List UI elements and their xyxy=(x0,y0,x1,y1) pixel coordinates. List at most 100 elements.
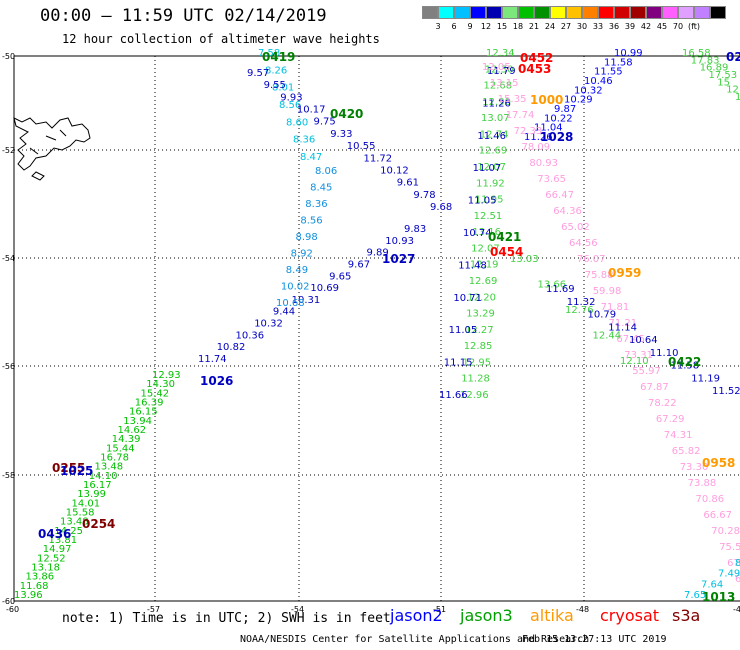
legend-swatch xyxy=(598,6,614,19)
wave-height-value: 12.90 xyxy=(482,97,511,108)
legend-tick-label: 18 xyxy=(512,22,524,31)
wave-height-value: 15.44 xyxy=(106,443,135,454)
wave-height-value: 8.56 xyxy=(300,216,322,227)
legend-tick-label: 21 xyxy=(528,22,540,31)
wave-height-value: 8.56 xyxy=(279,100,301,111)
wave-height-value: 14.39 xyxy=(112,434,141,445)
wave-height-value: 8.18 xyxy=(735,558,740,569)
wave-height-value: 13.66 xyxy=(538,280,567,291)
wave-height-value: 10.46 xyxy=(584,76,613,87)
wave-height-value: 11.26 xyxy=(524,132,553,143)
legend-swatch xyxy=(518,6,534,19)
wave-height-value: 8.06 xyxy=(315,166,337,177)
lon-label: -45 xyxy=(733,605,740,614)
wave-height-value: 8.92 xyxy=(291,249,313,260)
wave-height-value: 8.26 xyxy=(265,65,287,76)
wave-height-value: 16.58 xyxy=(682,48,711,59)
wave-height-value: 17.53 xyxy=(709,70,738,81)
pass-time-label: 0454 xyxy=(490,245,523,259)
wave-height-value: 12.44 xyxy=(593,331,622,342)
wave-height-value: 16.39 xyxy=(135,398,164,409)
wave-height-value: 67.45 xyxy=(616,334,645,345)
wave-height-value: 10.68 xyxy=(276,298,305,309)
wave-height-value: 9.57 xyxy=(247,68,269,79)
wave-height-value: 67.29 xyxy=(656,414,685,425)
wave-height-value: 66.67 xyxy=(703,510,732,521)
wave-height-value: 11.26 xyxy=(482,98,511,109)
wave-height-value: 7.49 xyxy=(718,569,740,580)
lat-label: -54 xyxy=(2,254,15,263)
legend-swatch xyxy=(566,6,582,19)
wave-height-value: 12.07 xyxy=(477,162,506,173)
legend-tick-label: 15 xyxy=(496,22,508,31)
wave-height-value: 10.93 xyxy=(385,236,414,247)
wave-height-value: 10.55 xyxy=(347,141,376,152)
wave-height-value: 11.04 xyxy=(534,123,563,134)
wave-height-value: 7.58 xyxy=(258,48,280,59)
wave-height-value: 16.15 xyxy=(129,407,158,418)
legend-swatch xyxy=(438,6,454,19)
pass-time-label: 0255 xyxy=(52,461,85,475)
wave-height-value: 14.01 xyxy=(72,498,101,509)
legend-tick-label: 6 xyxy=(451,22,457,31)
falkland-islands-landmass xyxy=(13,117,91,181)
wave-height-value: 15.58 xyxy=(66,508,95,519)
wave-height-value: 10.12 xyxy=(380,166,409,177)
credit-line: NOAA/NESDIS Center for Satellite Applica… xyxy=(240,634,590,645)
wave-height-value: 13.48 xyxy=(95,462,124,473)
wave-height-value: 75.88 xyxy=(585,270,614,281)
lat-label: -58 xyxy=(2,471,15,480)
footnote: note: 1) Time is in UTC; 2) SWH is in fe… xyxy=(62,611,391,626)
wave-height-value: 11.07 xyxy=(473,163,502,174)
pass-time-label: 0958 xyxy=(702,456,735,470)
wave-height-value: 11.66 xyxy=(439,390,468,401)
map-frame xyxy=(13,55,740,602)
pass-time-label: 1028 xyxy=(540,130,573,144)
pass-time-label: 1027 xyxy=(382,252,415,266)
wave-height-value: 9.44 xyxy=(273,307,295,318)
wave-height-value: 11.05 xyxy=(468,196,497,207)
lon-label: -51 xyxy=(433,605,446,614)
wave-height-value: 71.81 xyxy=(601,302,630,313)
wave-height-value: 14.97 xyxy=(43,544,72,555)
wave-height-value: 11.95 xyxy=(475,195,504,206)
wave-height-value: 73.31 xyxy=(624,350,653,361)
wave-height-value: 11.32 xyxy=(567,297,596,308)
wave-height-value: 55.97 xyxy=(632,366,661,377)
wave-height-value: 12.19 xyxy=(470,260,499,271)
wave-height-value: 73.65 xyxy=(537,174,566,185)
wave-height-value: 13.03 xyxy=(510,254,539,265)
wave-height-value: 10.31 xyxy=(292,295,321,306)
wave-height-value: 10.29 xyxy=(564,95,593,106)
wave-height-value: 12.69 xyxy=(479,146,508,157)
lat-label: -50 xyxy=(2,52,15,61)
wave-height-value: 11.72 xyxy=(364,153,393,164)
wave-height-value: 16.78 xyxy=(100,453,129,464)
wave-height-value: 11.55 xyxy=(594,67,623,78)
wave-height-value: 12.76 xyxy=(565,305,594,316)
wave-height-value: 80.93 xyxy=(529,158,558,169)
wave-height-value: 10.69 xyxy=(310,283,339,294)
wave-height-value: 76.07 xyxy=(577,254,606,265)
wave-height-value: 59.98 xyxy=(593,286,622,297)
wave-height-value: 14.62 xyxy=(118,425,147,436)
lon-label: -54 xyxy=(291,605,304,614)
wave-height-value: 74.31 xyxy=(664,430,693,441)
wave-height-value: 14.30 xyxy=(146,379,175,390)
wave-height-value: 13.18 xyxy=(31,563,60,574)
legend-swatch xyxy=(678,6,694,19)
wave-height-value: 12.96 xyxy=(460,390,489,401)
legend-swatch xyxy=(614,6,630,19)
pass-time-label: 0422 xyxy=(668,355,701,369)
wave-height-value: 11.92 xyxy=(476,178,505,189)
wave-height-value: 78.09 xyxy=(522,142,551,153)
wave-height-value: 10.02 xyxy=(281,282,310,293)
wave-height-value: 10.22 xyxy=(544,113,573,124)
page-title: 00:00 – 11:59 UTC 02/14/2019 xyxy=(40,6,327,26)
legend-tick-label: 42 xyxy=(640,22,652,31)
legend-tick-label: 39 xyxy=(624,22,636,31)
legend-swatch xyxy=(630,6,646,19)
pass-time-label: 1013 xyxy=(702,590,735,604)
wave-height-value: 67.87 xyxy=(640,382,669,393)
